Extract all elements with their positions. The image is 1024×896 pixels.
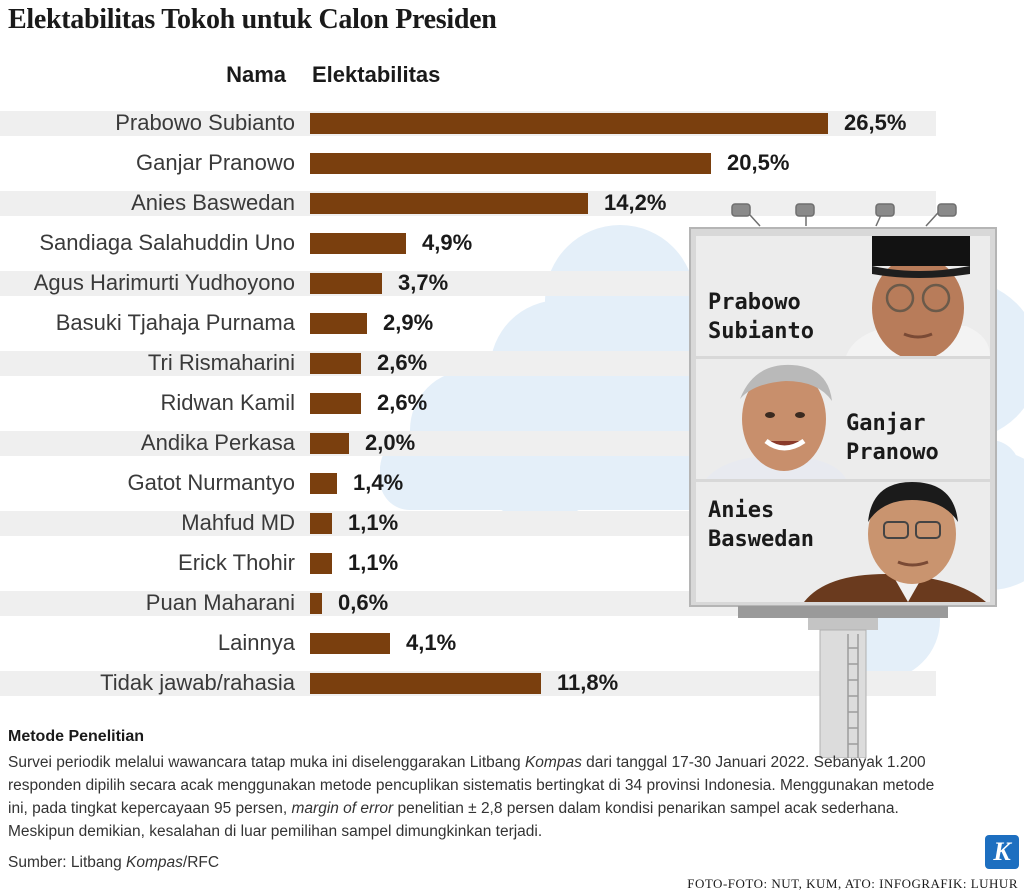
column-header-name: Nama	[226, 62, 286, 87]
bar-value-label: 1,4%	[353, 470, 404, 495]
bar	[310, 233, 406, 254]
billboard-name-anies-1: Anies	[708, 498, 775, 523]
source-note: Sumber: Litbang Kompas/RFC	[8, 854, 220, 871]
bar-value-label: 4,9%	[422, 230, 473, 255]
bar-value-label: 2,0%	[365, 430, 416, 455]
bar-value-label: 1,1%	[348, 550, 399, 575]
bar-value-label: 3,7%	[398, 270, 449, 295]
bar	[310, 393, 361, 414]
bar	[310, 633, 390, 654]
bar-label: Ridwan Kamil	[160, 390, 296, 415]
bar-label: Tri Rismaharini	[147, 350, 295, 375]
bar-label: Sandiaga Salahuddin Uno	[39, 230, 295, 255]
bar-label: Gatot Nurmantyo	[127, 470, 295, 495]
billboard: Prabowo Subianto Ganjar Pranowo	[688, 198, 998, 758]
bar	[310, 593, 322, 614]
bar-value-label: 1,1%	[348, 510, 399, 535]
bar-label: Basuki Tjahaja Purnama	[55, 310, 295, 335]
bar	[310, 153, 711, 174]
billboard-panel-prabowo: Prabowo Subianto	[696, 236, 990, 356]
bar-value-label: 2,6%	[377, 390, 428, 415]
bar-value-label: 4,1%	[406, 630, 457, 655]
bar-label: Puan Maharani	[145, 590, 295, 615]
billboard-panel-ganjar: Ganjar Pranowo	[696, 359, 990, 479]
billboard-name-ganjar-2: Pranowo	[846, 440, 939, 465]
bar	[310, 313, 367, 334]
bar-label: Erick Thohir	[178, 550, 295, 575]
bar-label: Agus Harimurti Yudhoyono	[33, 270, 295, 295]
bar	[310, 353, 361, 374]
bar-value-label: 14,2%	[604, 190, 667, 215]
method-description: Survei periodik melalui wawancara tatap …	[8, 751, 1008, 843]
ganjar-photo	[706, 364, 846, 479]
billboard-name-prabowo-2: Subianto	[708, 319, 814, 344]
bar-label: Mahfud MD	[181, 510, 295, 535]
bar-label: Ganjar Pranowo	[136, 150, 295, 175]
bar-value-label: 0,6%	[338, 590, 389, 615]
bar	[310, 113, 828, 134]
method-heading: Metode Penelitian	[8, 728, 145, 745]
column-header-value: Elektabilitas	[312, 62, 441, 87]
bar	[310, 673, 541, 694]
kompas-logo: K	[985, 835, 1019, 869]
billboard-name-anies-2: Baswedan	[708, 527, 814, 552]
bar-value-label: 26,5%	[844, 110, 907, 135]
bar-value-label: 2,9%	[383, 310, 434, 335]
bar	[310, 433, 349, 454]
method-line-4: Meskipun demikian, kesalahan di luar pem…	[8, 823, 543, 840]
method-line-3: ini, pada tingkat kepercayaan 95 persen,…	[8, 800, 899, 817]
bar	[310, 553, 332, 574]
bar-label: Tidak jawab/rahasia	[100, 670, 295, 695]
bar	[310, 513, 332, 534]
bar-value-label: 2,6%	[377, 350, 428, 375]
bar-label: Lainnya	[217, 630, 295, 655]
bar-label: Anies Baswedan	[131, 190, 295, 215]
anies-photo	[804, 482, 986, 602]
bar	[310, 193, 588, 214]
bar-value-label: 20,5%	[727, 150, 790, 175]
prabowo-photo	[846, 236, 990, 356]
bar	[310, 273, 382, 294]
bar-label: Andika Perkasa	[140, 430, 295, 455]
billboard-name-ganjar-1: Ganjar	[846, 411, 926, 436]
photo-credit: FOTO-FOTO: NUT, KUM, ATO: INFOGRAFIK: LU…	[687, 876, 1018, 891]
billboard-panel-anies: Anies Baswedan	[696, 482, 990, 602]
bar-label: Prabowo Subianto	[115, 110, 295, 135]
method-line-1: Survei periodik melalui wawancara tatap …	[8, 754, 926, 771]
method-line-2: responden dipilih secara acak menggunaka…	[8, 777, 935, 794]
chart-title: Elektabilitas Tokoh untuk Calon Presiden	[8, 4, 497, 35]
bar-value-label: 11,8%	[557, 670, 619, 695]
bar	[310, 473, 337, 494]
billboard-name-prabowo-1: Prabowo	[708, 290, 801, 315]
